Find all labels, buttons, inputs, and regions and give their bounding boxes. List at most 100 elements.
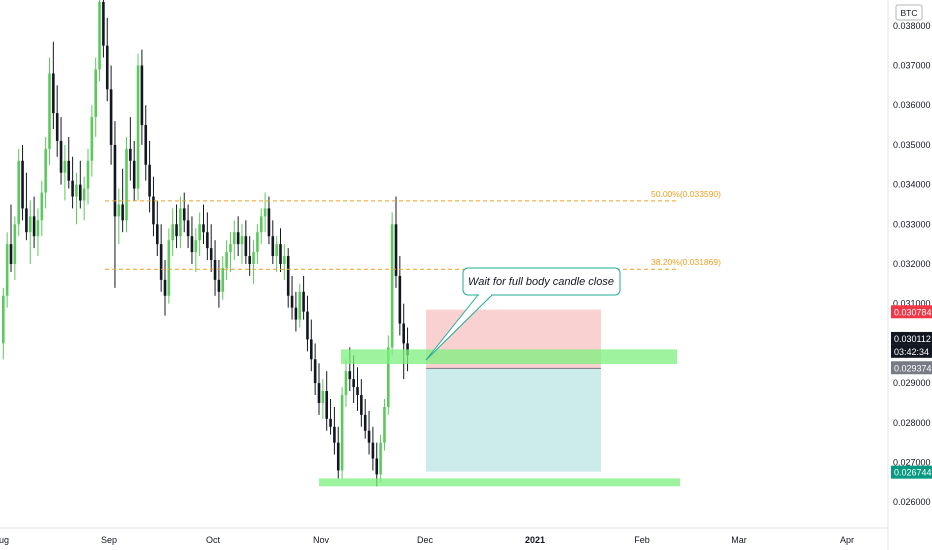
candle-body — [82, 188, 86, 201]
candle — [229, 232, 232, 272]
candle-body — [152, 196, 155, 225]
candle — [206, 212, 209, 261]
y-tick-label: 0.031000 — [893, 299, 931, 309]
candle-body — [67, 160, 71, 181]
candle — [329, 398, 332, 435]
candle — [102, 0, 105, 58]
price-tag-text: 0.026744 — [894, 468, 932, 478]
candle — [286, 248, 290, 308]
candle-body — [379, 442, 382, 475]
candle-body — [244, 236, 248, 257]
candle-body — [302, 291, 305, 312]
callout-text: Wait for full body candle close — [468, 276, 614, 288]
x-tick-label: Apr — [840, 535, 854, 545]
candle — [244, 220, 248, 264]
candle — [379, 434, 382, 483]
x-tick-label: 2021 — [525, 535, 545, 545]
candle-body — [109, 89, 113, 145]
candle-body — [286, 256, 290, 296]
candle — [32, 196, 36, 249]
candle-body — [117, 204, 121, 217]
candle — [356, 367, 359, 411]
price-axis[interactable]: 0.038000 0.037000 0.036000 0.035000 0.034000… — [893, 21, 931, 507]
candle — [306, 295, 309, 352]
candle-body — [248, 256, 251, 264]
candle-body — [344, 371, 348, 396]
candle-body — [25, 208, 28, 233]
candle — [156, 200, 159, 257]
candle — [248, 236, 251, 276]
candle-body — [55, 113, 59, 141]
candle-body — [9, 244, 13, 264]
candle-body — [325, 391, 328, 419]
candle — [13, 216, 17, 280]
callout-pointer — [425, 294, 493, 361]
candle — [233, 220, 236, 261]
candle — [360, 379, 363, 427]
candle — [336, 426, 340, 479]
y-tick-label: 0.032000 — [893, 259, 931, 269]
candle-body — [217, 279, 221, 292]
candle — [109, 65, 113, 165]
candle-body — [394, 224, 398, 276]
candle — [283, 244, 286, 280]
price-tag: 0.026744 — [891, 465, 932, 479]
candle — [340, 387, 344, 479]
candle-body — [283, 256, 286, 264]
y-tick-label: 0.034000 — [893, 180, 931, 190]
candle — [267, 196, 271, 245]
candle — [394, 196, 398, 288]
candle-body — [367, 430, 371, 443]
candle-body — [236, 232, 240, 245]
candle-body — [306, 311, 309, 340]
candle — [5, 232, 9, 308]
x-tick-label: Feb — [634, 535, 650, 545]
y-tick-label: 0.033000 — [893, 219, 931, 229]
candle-body — [240, 236, 244, 245]
candle-body — [213, 260, 217, 280]
candle — [17, 148, 20, 237]
candle-body — [86, 160, 90, 189]
candle-body — [90, 117, 94, 161]
candle — [325, 371, 328, 431]
candle-body — [44, 148, 47, 193]
candle — [236, 216, 240, 257]
candle — [63, 144, 67, 201]
candle-body — [398, 275, 402, 324]
candle-body — [98, 1, 101, 70]
candle — [21, 144, 24, 221]
x-tick-label: Dec — [417, 535, 434, 545]
candle-body — [144, 125, 148, 165]
candle — [71, 156, 74, 209]
candle — [90, 105, 94, 177]
candle-body — [198, 224, 201, 241]
candle-body — [225, 252, 228, 268]
candle — [98, 0, 101, 82]
candle — [144, 105, 148, 181]
candle-body — [59, 140, 63, 173]
price-tag-box — [891, 465, 932, 479]
candle — [175, 204, 178, 249]
candle — [367, 410, 371, 455]
candle-body — [140, 65, 144, 126]
candle-body — [336, 442, 340, 471]
price-tag: 0.029374 — [891, 361, 932, 375]
candle — [402, 303, 405, 380]
symbol-badge[interactable]: BTC — [895, 4, 923, 21]
candle — [44, 136, 47, 209]
candle-body — [105, 45, 109, 90]
candle — [252, 240, 255, 284]
candle — [132, 140, 136, 201]
candle-body — [167, 240, 171, 296]
candle-body — [202, 224, 205, 233]
candle — [259, 208, 263, 245]
candle-body — [159, 244, 163, 280]
candle-body — [5, 244, 9, 296]
candle-body — [71, 180, 74, 197]
candle — [117, 188, 121, 245]
time-axis[interactable]: ug Sep Oct Nov Dec 2021 Feb Mar Apr — [0, 535, 854, 545]
candle — [221, 256, 225, 300]
price-tag-text: 03:42:34 — [894, 347, 929, 357]
candle — [125, 136, 128, 233]
